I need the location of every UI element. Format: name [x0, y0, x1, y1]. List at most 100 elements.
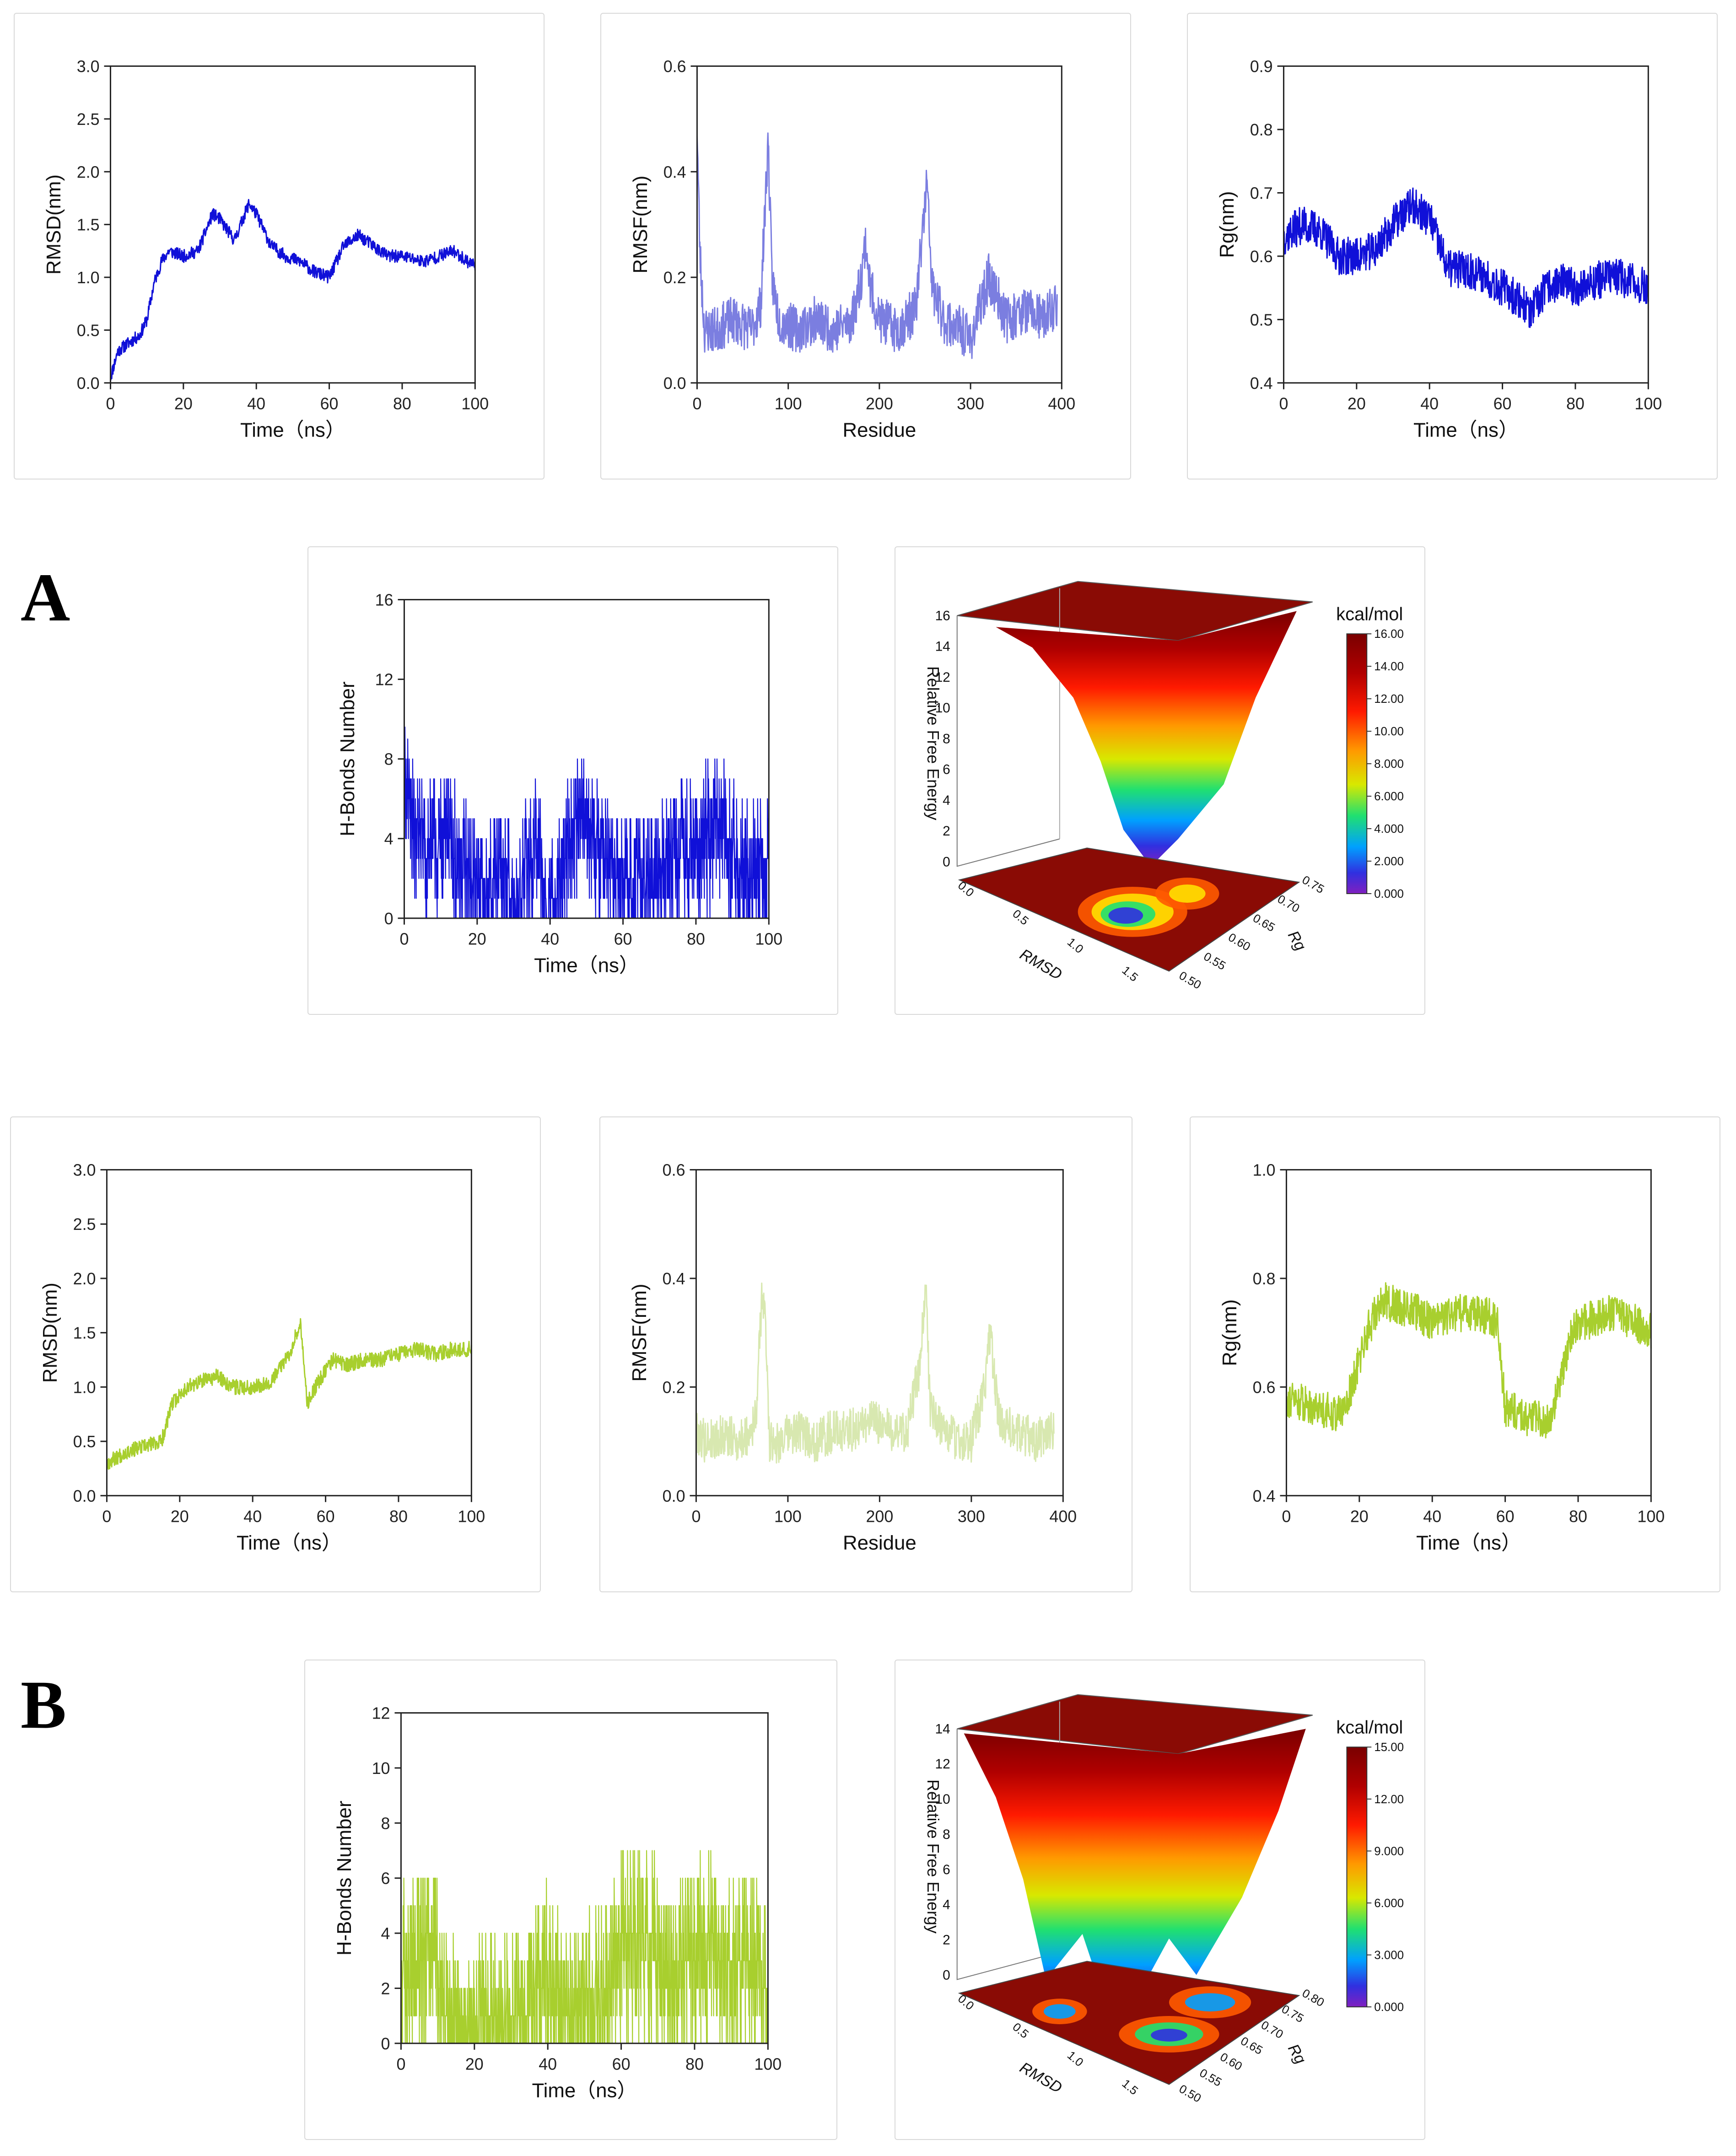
colorbar-tick-label: 12.00	[1374, 693, 1404, 706]
y-tick-label: 0.75	[1300, 873, 1326, 896]
x-tick-label: 300	[957, 395, 984, 413]
x-tick-label: 0	[691, 1508, 701, 1526]
colorbar	[1346, 633, 1368, 895]
z-tick-label: 14	[935, 639, 950, 654]
chart-b-hbonds: 0 20 40 60 80 100 0 2 4 6 8 10 12 Time（ns） H-Bonds Num…	[333, 1704, 782, 2102]
y-tick-label: 0.8	[1253, 1270, 1276, 1288]
chart-a-rmsf: 0 100 200 300 400 0.0 0.2 0.4 0.6 Residue RMSF(nm)	[629, 57, 1075, 441]
x-axis-label: Time（ns）	[534, 954, 639, 976]
x-tick-label: 1.0	[1065, 2049, 1086, 2070]
colorbar-title: kcal/mol	[1336, 604, 1403, 624]
z-axis-label: Relative Free Energy	[924, 1779, 942, 1934]
y-tick-label: 0.75	[1279, 2003, 1306, 2025]
x-tick-label: 20	[171, 1508, 189, 1526]
x-tick-label: 200	[866, 395, 893, 413]
z-tick-label: 0	[943, 1967, 950, 1983]
x-tick-label: 0.5	[1010, 2021, 1031, 2041]
y-tick-label: 0.6	[663, 57, 686, 75]
colorbar-tick-label: 16.00	[1374, 628, 1404, 641]
x-tick-label: 0	[1279, 395, 1288, 413]
series-line	[404, 726, 770, 919]
y-tick-label: 4	[381, 1924, 390, 1943]
panel-b-rmsf: 0 100 200 300 400 0.0 0.2 0.4 0.6 Residue RMSF(nm)	[599, 1116, 1132, 1592]
z-tick-label: 6	[943, 762, 950, 777]
panel-b-rmsd: 0 20 40 60 80 100 0.0 0.5 1.0 1.5 2.0 2.5 3.0 Time（ns…	[10, 1116, 541, 1592]
x-tick-label: 40	[1423, 1508, 1441, 1526]
y-tick-label: 0.70	[1259, 2019, 1285, 2041]
x-axis-label: RMSD	[1017, 946, 1065, 984]
y-axis-label: Rg(nm)	[1216, 191, 1238, 258]
x-tick-label: 60	[1493, 395, 1512, 413]
y-tick-label: 0.2	[663, 1378, 685, 1396]
y-tick-label: 10	[372, 1759, 390, 1778]
x-axis-label: Time（ns）	[240, 419, 345, 441]
colorbar-tick-label: 6.000	[1374, 1897, 1404, 1910]
colorbar	[1346, 1746, 1368, 2008]
chart-a-rmsd: 0 20 40 60 80 100 0.0 0.5 1.0 1.5 2.0 2.5 3.0 Time（ns…	[43, 57, 489, 441]
contour-region	[1185, 1993, 1235, 2012]
surface-funnel	[964, 1729, 1306, 2016]
chart-b-free-energy-landscape: kcal/mol 15.00 12.00 9.000 6.000 3.000 0.000 0 2…	[924, 1694, 1404, 2105]
y-tick-label: 0.65	[1251, 912, 1277, 934]
y-tick-label: 4	[384, 830, 394, 848]
x-axis-label: RMSD	[1017, 2059, 1065, 2097]
x-tick-label: 80	[1569, 1508, 1587, 1526]
series-line	[109, 199, 476, 381]
y-axis-label: Rg(nm)	[1218, 1299, 1241, 1366]
colorbar-tick-label: 2.000	[1374, 855, 1404, 868]
z-axis-label: Relative Free Energy	[924, 666, 942, 820]
y-axis-label: RMSF(nm)	[629, 176, 652, 274]
x-tick-label: 80	[393, 395, 411, 413]
y-tick-label: 0.50	[1177, 969, 1203, 992]
x-tick-label: 80	[687, 930, 705, 949]
x-axis-label: Time（ns）	[532, 2079, 637, 2102]
contour-floor	[958, 1961, 1300, 2085]
x-tick-label: 0	[102, 1508, 111, 1526]
x-tick-label: 80	[685, 2055, 704, 2074]
y-tick-label: 0.0	[663, 1487, 685, 1505]
colorbar-tick-label: 8.000	[1374, 758, 1404, 771]
y-tick-label: 0.0	[77, 374, 100, 393]
x-tick-label: 300	[958, 1508, 985, 1526]
chart-a-free-energy-landscape: kcal/mol 16.00 14.00 12.00 10.00 8.000 6.000 4.…	[924, 581, 1404, 992]
panel-b-fel: kcal/mol 15.00 12.00 9.000 6.000 3.000 0.000 0 2…	[895, 1660, 1425, 2140]
colorbar-tick-label: 15.00	[1374, 1741, 1404, 1754]
plot-frame	[1285, 1169, 1652, 1497]
z-tick-label: 14	[935, 1721, 950, 1736]
panel-label-a: A	[21, 560, 70, 636]
x-tick-label: 0	[692, 395, 701, 413]
x-tick-label: 0.5	[1010, 907, 1031, 928]
contour-region	[1169, 884, 1206, 903]
y-tick-label: 0.60	[1226, 931, 1252, 954]
panel-a-hbonds: 0 20 40 60 80 100 0 4 8 12 16 Time（ns） H-Bonds Numbe…	[307, 546, 838, 1015]
colorbar-tick-label: 6.000	[1374, 790, 1404, 803]
x-tick-label: 100	[774, 1508, 802, 1526]
y-tick-label: 0.65	[1238, 2035, 1265, 2057]
x-tick-label: 40	[247, 395, 265, 413]
x-tick-label: 1.5	[1119, 2077, 1140, 2098]
series-line	[695, 1283, 1055, 1464]
y-axis-label: Rg	[1284, 2041, 1310, 2067]
y-tick-label: 0.6	[663, 1161, 685, 1180]
z-tick-label: 8	[943, 731, 950, 746]
x-tick-label: 20	[174, 395, 193, 413]
x-tick-label: 40	[541, 930, 559, 949]
x-tick-label: 60	[614, 930, 632, 949]
box-edge	[956, 1729, 1060, 1980]
y-tick-label: 3.0	[77, 57, 100, 75]
y-tick-label: 1.5	[77, 216, 100, 234]
y-tick-label: 2.0	[73, 1270, 96, 1288]
x-tick-label: 40	[1420, 395, 1439, 413]
y-tick-label: 0.6	[1253, 1378, 1276, 1396]
x-tick-label: 60	[1496, 1508, 1515, 1526]
y-axis-label: RMSD(nm)	[39, 1283, 61, 1383]
y-tick-label: 0	[384, 910, 394, 928]
y-tick-label: 16	[375, 591, 394, 609]
chart-a-rg: 0 20 40 60 80 100 0.4 0.5 0.6 0.7 0.8 0.9 Time（ns） Rg…	[1216, 57, 1662, 441]
x-tick-label: 100	[1634, 395, 1662, 413]
x-tick-label: 400	[1048, 395, 1075, 413]
y-tick-label: 0.8	[1250, 121, 1273, 139]
x-tick-label: 100	[754, 2055, 782, 2074]
x-tick-label: 1.0	[1065, 936, 1086, 956]
x-tick-label: 200	[866, 1508, 893, 1526]
